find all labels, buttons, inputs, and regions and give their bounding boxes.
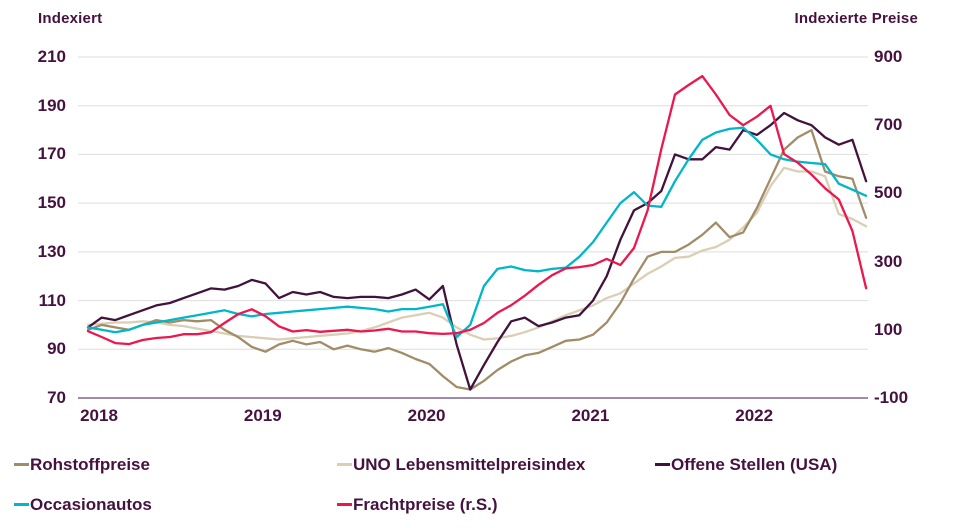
legend-dash-icon [337,463,352,466]
legend-label: Rohstoffpreise [30,455,150,474]
plot-area [78,56,868,399]
legend-label: UNO Lebensmittelpreisindex [353,455,586,474]
series-line-occasionautos [86,126,868,339]
right-tick-label: 700 [874,115,903,135]
legend-item-frachtpreise-r-s-: Frachtpreise (r.S.) [337,495,498,515]
right-axis-title: Indexierte Preise [794,10,918,27]
x-tick-label-2019: 2019 [243,406,282,425]
right-tick-label: 900 [874,47,903,66]
legend-dash-icon [14,503,29,506]
right-tick-label: 500 [874,183,903,203]
left-tick-label: 110 [38,290,66,310]
legend-item-uno-lebensmittelpreisindex: UNO Lebensmittelpreisindex [337,455,585,475]
x-tick-label-2018: 2018 [80,406,118,425]
series-line-offene-stellen-usa- [86,111,868,391]
legend-item-occasionautos: Occasionautos [14,495,152,515]
left-tick-label: 210 [37,47,66,66]
left-tick-label: 150 [37,193,66,213]
right-tick-label: -100 [874,388,909,407]
legend-dash-icon [337,503,352,506]
legend-label: Offene Stellen (USA) [671,455,838,474]
left-tick-label: 170 [37,144,66,164]
x-tick-label-2022: 2022 [735,406,774,425]
right-tick-label: 100 [874,319,903,339]
legend-label: Occasionautos [30,495,152,514]
left-tick-label: 70 [47,388,66,407]
right-tick-label: 300 [874,251,903,271]
left-tick-label: 90 [47,339,66,359]
x-tick-label-2021: 2021 [571,406,610,425]
legend-item-rohstoffpreise: Rohstoffpreise [14,455,150,475]
series-line-frachtpreise-r-s- [86,74,868,346]
legend-label: Frachtpreise (r.S.) [353,495,498,514]
left-tick-label: 130 [37,241,66,261]
series-line-rohstoffpreise [86,128,868,391]
left-tick-label: 190 [37,95,66,115]
legend-item-offene-stellen-usa-: Offene Stellen (USA) [655,455,837,475]
x-tick-label-2020: 2020 [407,406,446,425]
legend-dash-icon [14,463,29,466]
legend-dash-icon [655,463,670,466]
left-axis-title: Indexiert [38,10,103,27]
